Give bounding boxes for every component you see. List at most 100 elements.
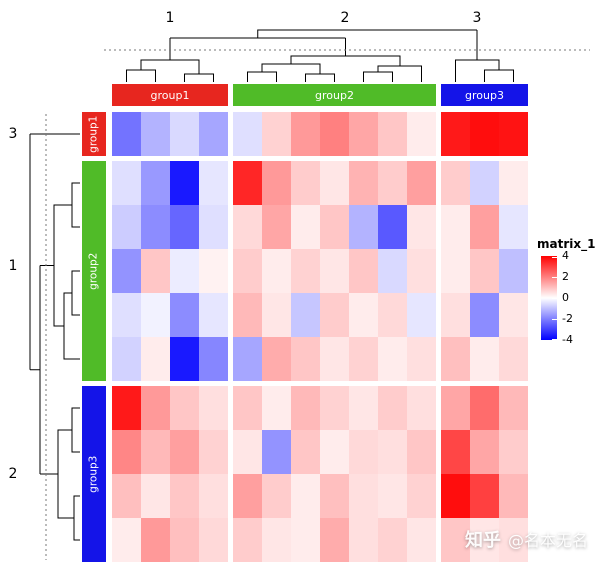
heatmap-cell [112, 112, 141, 156]
heatmap-cell [441, 112, 470, 156]
heatmap-cell [262, 518, 291, 562]
heatmap-cell [141, 518, 170, 562]
heatmap-cell [407, 161, 436, 205]
heatmap-cell [141, 161, 170, 205]
heatmap-cell [470, 474, 499, 518]
heatmap-cell [320, 293, 349, 337]
heatmap-cell [141, 293, 170, 337]
heatmap-cell [291, 474, 320, 518]
heatmap-cell [320, 112, 349, 156]
heatmap-cell [170, 430, 199, 474]
heatmap-cell [233, 161, 262, 205]
heatmap-cell [199, 293, 228, 337]
column-annotation-label: group1 [150, 88, 190, 102]
heatmap-cell [349, 161, 378, 205]
heatmap-cell [378, 293, 407, 337]
watermark-handle: @名本无名 [507, 531, 588, 550]
row-cluster-label-1: 1 [8, 258, 18, 274]
column-annotation-group2: group2 [233, 84, 436, 106]
heatmap-cell [291, 337, 320, 381]
heatmap-cell [262, 249, 291, 293]
heatmap-cell [233, 474, 262, 518]
heatmap-cell [499, 161, 528, 205]
legend-tick-mark [552, 257, 557, 258]
heatmap-cell [378, 337, 407, 381]
heatmap-cell [199, 430, 228, 474]
heatmap-cell [378, 161, 407, 205]
heatmap-cell [499, 112, 528, 156]
column-dendrogram [126, 29, 514, 82]
heatmap-cell [199, 205, 228, 249]
heatmap-cell [470, 205, 499, 249]
heatmap-cell [112, 293, 141, 337]
row-annotation-label: group2 [87, 252, 100, 290]
heatmap-cell [470, 161, 499, 205]
heatmap-cell [407, 430, 436, 474]
legend-tick-label: 0 [562, 291, 569, 304]
heatmap-cell [170, 112, 199, 156]
column-cluster-label-1: 1 [165, 10, 175, 26]
heatmap-cell [378, 430, 407, 474]
heatmap-cell [233, 112, 262, 156]
heatmap-cell [378, 205, 407, 249]
heatmap-cell [470, 430, 499, 474]
heatmap-cell [349, 249, 378, 293]
row-cluster-label-3: 3 [8, 126, 18, 142]
legend-tick-label: 2 [562, 270, 569, 283]
heatmap-cell [470, 518, 499, 562]
heatmap-cell [407, 474, 436, 518]
heatmap-cell [470, 249, 499, 293]
heatmap-cell [199, 249, 228, 293]
heatmap-cell [291, 205, 320, 249]
heatmap-cell [291, 161, 320, 205]
heatmap-cell [499, 205, 528, 249]
heatmap-cell [499, 293, 528, 337]
heatmap-cell [112, 386, 141, 430]
heatmap-cell [407, 249, 436, 293]
heatmap-cell [407, 386, 436, 430]
legend-tick-label: -4 [562, 333, 573, 346]
heatmap-cell [291, 293, 320, 337]
heatmap-cell [233, 337, 262, 381]
heatmap-cell [262, 337, 291, 381]
heatmap-cell [199, 112, 228, 156]
heatmap-cell [141, 112, 170, 156]
heatmap-cell [499, 518, 528, 562]
row-annotation-label: group1 [87, 115, 100, 153]
heatmap-cell [441, 249, 470, 293]
heatmap-cell [170, 249, 199, 293]
heatmap-cell [407, 293, 436, 337]
heatmap-cell [141, 337, 170, 381]
heatmap-cell [233, 249, 262, 293]
heatmap-cell [441, 293, 470, 337]
heatmap-cell [349, 474, 378, 518]
column-annotation-group3: group3 [441, 84, 528, 106]
heatmap-cell [112, 518, 141, 562]
column-annotation-label: group2 [315, 88, 354, 102]
heatmap-cell [170, 337, 199, 381]
heatmap-cell [112, 337, 141, 381]
heatmap-cell [378, 112, 407, 156]
heatmap-cell [262, 112, 291, 156]
heatmap-cell [320, 205, 349, 249]
heatmap-cell [112, 205, 141, 249]
heatmap-cell [233, 205, 262, 249]
heatmap-cell [320, 249, 349, 293]
heatmap-cell [470, 337, 499, 381]
watermark: 知乎 @名本无名 [465, 526, 588, 552]
heatmap-cell [441, 386, 470, 430]
heatmap-cell [441, 474, 470, 518]
legend-title: matrix_1 [537, 237, 596, 251]
heatmap-cell [320, 386, 349, 430]
heatmap-cell [262, 161, 291, 205]
heatmap-cell [262, 430, 291, 474]
heatmap-cell [262, 386, 291, 430]
heatmap-cell [499, 430, 528, 474]
heatmap-cell [112, 430, 141, 474]
heatmap-cell [470, 112, 499, 156]
heatmap-cell [349, 112, 378, 156]
heatmap-cell [320, 518, 349, 562]
heatmap-cell [378, 474, 407, 518]
heatmap-cell [233, 293, 262, 337]
heatmap-cell [499, 249, 528, 293]
